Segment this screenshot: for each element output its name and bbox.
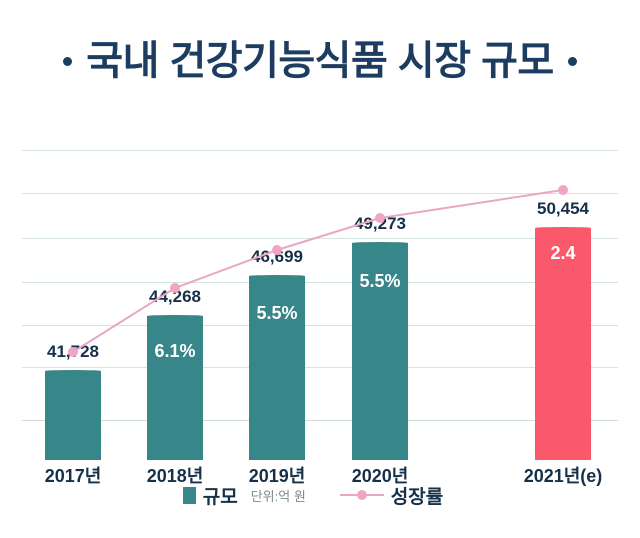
gridline (22, 420, 618, 421)
legend-label-size: 규모 (202, 486, 238, 508)
bar-group[interactable]: 50,454 2.4 (535, 170, 591, 460)
x-axis-label-2017년: 2017년 (44, 466, 102, 486)
gridline (22, 150, 618, 151)
bar-value-label: 49,273 (354, 214, 406, 233)
legend-label-growth-rate: 성장률 (390, 486, 444, 508)
growth-rate-label: 6.1% (154, 341, 196, 361)
bar-group[interactable]: 49,273 5.5% (352, 170, 408, 460)
line-marker-icon (339, 489, 384, 501)
page-title: 국내 건강기능식품 시장 규모 (86, 39, 554, 83)
bullet-dot-icon-right (567, 56, 577, 66)
chart-legend: 규모 단위:억 원 성장률 (0, 478, 640, 512)
growth-rate-label: 5.5% (359, 271, 401, 291)
x-axis-label-2020년: 2020년 (351, 466, 409, 486)
legend-spacer (306, 495, 340, 496)
legend-unit-text: 단위:억 원 (250, 488, 306, 504)
bar-group[interactable]: 44,268 6.1% (147, 170, 203, 460)
x-axis-label-2021년(e): 2021년(e) (523, 466, 603, 486)
gridline (22, 367, 618, 368)
growth-rate-label: 5.5% (256, 303, 298, 323)
bar-swatch-icon (182, 486, 196, 504)
chart-bars: 41,728 44,268 6.1% 46,699 5.5% 49,273 5.5% 50,4… (0, 130, 640, 460)
x-axis-label-2018년: 2018년 (146, 466, 204, 486)
bar-group[interactable]: 41,728 (45, 170, 101, 460)
growth-rate-label: 2.4 (550, 243, 576, 263)
page-header: 국내 건강기능식품 시장 규모 (0, 28, 640, 94)
bar-value-label: 50,454 (537, 199, 589, 218)
legend-item-growth-rate[interactable]: 성장률 (339, 482, 444, 509)
legend-item-size[interactable]: 규모 단위:억 원 (182, 482, 306, 509)
x-axis-label-2019년: 2019년 (248, 466, 306, 486)
bullet-dot-icon-left (63, 56, 73, 66)
bar-value-label: 46,699 (251, 247, 303, 266)
bar-group[interactable]: 46,699 5.5% (249, 170, 305, 460)
x-axis-labels: 2017년 2018년 2019년 2020년 2021년(e) (0, 462, 640, 488)
bar-2018년[interactable] (147, 315, 203, 460)
bar-2017년[interactable] (45, 370, 101, 460)
bar-chart: 41,728 44,268 6.1% 46,699 5.5% 49,273 5.5% 50,4… (0, 130, 640, 460)
